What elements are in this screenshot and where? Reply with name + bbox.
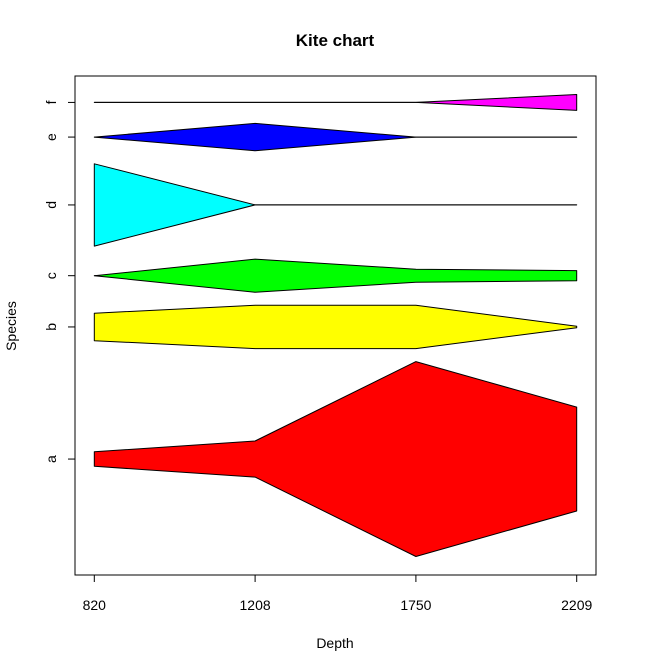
x-tick-label-820: 820 [83,597,107,613]
y-tick-label-f: f [43,100,59,104]
kite-f [93,94,578,111]
y-tick-label-a: a [43,455,59,463]
kite-e [93,122,578,152]
x-tick-label-1750: 1750 [400,597,431,613]
x-axis: 820 1208 1750 2209 [83,574,592,613]
x-tick-label-1208: 1208 [240,597,271,613]
y-axis-label: Species [3,301,19,351]
y-axis: a b c d e f [43,100,75,463]
y-tick-label-d: d [43,201,59,209]
kite-c [93,258,578,293]
kite-b [93,304,578,350]
y-tick-label-b: b [43,323,59,331]
kites-layer [93,94,578,557]
x-tick-label-2209: 2209 [561,597,592,613]
chart-title: Kite chart [296,31,375,50]
y-tick-label-c: c [43,272,59,279]
kite-d [93,163,578,247]
kite-a [93,361,578,557]
x-axis-label: Depth [316,635,353,651]
y-tick-label-e: e [43,133,59,141]
